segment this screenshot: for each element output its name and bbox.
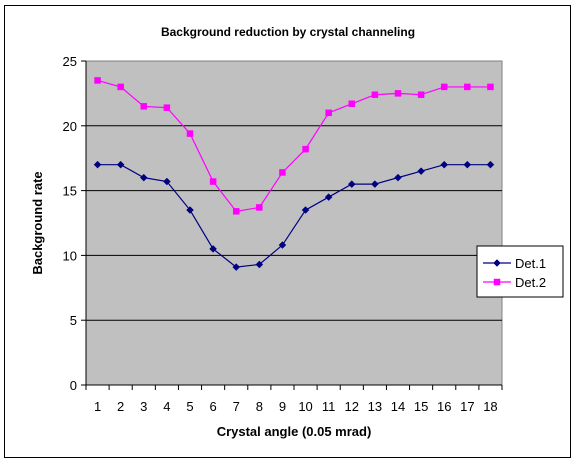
- x-tick-label: 8: [256, 399, 263, 414]
- data-point: [139, 173, 148, 182]
- x-tick-label: 7: [233, 399, 240, 414]
- data-point: [394, 173, 402, 182]
- x-tick-label: 6: [209, 399, 216, 414]
- data-point: [417, 91, 425, 98]
- data-point: [487, 83, 494, 91]
- legend-marker: [493, 259, 501, 267]
- data-point: [486, 160, 495, 169]
- data-point: [325, 109, 332, 117]
- y-tick-label: 0: [70, 378, 77, 393]
- series-det-2: [94, 77, 494, 215]
- data-point: [371, 180, 379, 188]
- data-point: [301, 206, 310, 214]
- y-tick-label: 5: [70, 313, 77, 328]
- data-point: [140, 103, 148, 110]
- series-line: [97, 79, 491, 212]
- data-point: [94, 77, 101, 84]
- x-tick-label: 3: [140, 399, 147, 414]
- x-tick-label: 2: [117, 399, 124, 414]
- x-tick-label: 9: [279, 399, 286, 414]
- data-point: [256, 204, 263, 211]
- x-tick-label: 17: [460, 399, 474, 414]
- data-point: [347, 180, 356, 188]
- chart-title: Background reduction by crystal channeli…: [161, 25, 415, 39]
- data-point: [417, 167, 425, 176]
- series-group: [93, 77, 495, 271]
- data-point: [302, 145, 309, 153]
- series-line: [97, 164, 491, 268]
- x-tick-label: 10: [298, 399, 312, 414]
- data-point: [279, 169, 286, 176]
- legend-marker: [493, 278, 501, 286]
- legend: Det.1 Det.2: [476, 245, 564, 298]
- data-point: [371, 91, 379, 98]
- x-tick-label: 16: [437, 399, 451, 414]
- x-axis: 1 2 3 4 5 6 7 8 9 10 11 12 13 14 15 16 17 18: [85, 384, 503, 414]
- data-point: [440, 83, 448, 91]
- data-point: [163, 104, 171, 111]
- data-point: [324, 193, 333, 201]
- series-det-1: [93, 160, 495, 271]
- data-point: [440, 160, 449, 169]
- x-tick-label: 5: [186, 399, 193, 414]
- data-point: [93, 160, 102, 169]
- y-axis: 0 5 10 15 20 25: [63, 54, 87, 393]
- legend-label: Det.2: [515, 275, 546, 290]
- data-point: [117, 83, 124, 91]
- data-point: [186, 130, 194, 137]
- data-point: [163, 177, 171, 186]
- data-point: [209, 178, 217, 185]
- y-tick-label: 20: [63, 119, 77, 134]
- x-tick-label: 14: [391, 399, 405, 414]
- data-point: [348, 100, 356, 108]
- x-tick-label: 1: [94, 399, 101, 414]
- x-tick-label: 18: [483, 399, 497, 414]
- data-point: [394, 90, 402, 97]
- y-axis-title: Background rate: [30, 171, 45, 274]
- data-point: [209, 245, 217, 253]
- y-tick-label: 10: [63, 248, 77, 263]
- y-tick-label: 25: [63, 54, 77, 69]
- data-point: [116, 160, 125, 169]
- x-tick-label: 12: [345, 399, 359, 414]
- x-tick-label: 11: [322, 399, 336, 414]
- x-tick-label: 13: [368, 399, 382, 414]
- plot-area: [85, 60, 503, 386]
- x-tick-label: 15: [414, 399, 428, 414]
- chart-svg: Background reduction by crystal channeli…: [30, 25, 564, 439]
- chart-frame: Background reduction by crystal channeli…: [4, 5, 571, 458]
- data-point: [464, 83, 471, 91]
- x-axis-title: Crystal angle (0.05 mrad): [217, 424, 372, 439]
- data-point: [463, 160, 472, 169]
- grid-lines: [86, 125, 502, 321]
- data-point: [186, 206, 194, 214]
- data-point: [278, 241, 287, 249]
- x-tick-label: 4: [163, 399, 170, 414]
- legend-label: Det.1: [515, 256, 546, 271]
- y-tick-label: 15: [63, 184, 77, 199]
- data-point: [232, 208, 240, 215]
- data-point: [232, 263, 241, 271]
- legend-box: [476, 245, 564, 298]
- data-point: [255, 260, 264, 269]
